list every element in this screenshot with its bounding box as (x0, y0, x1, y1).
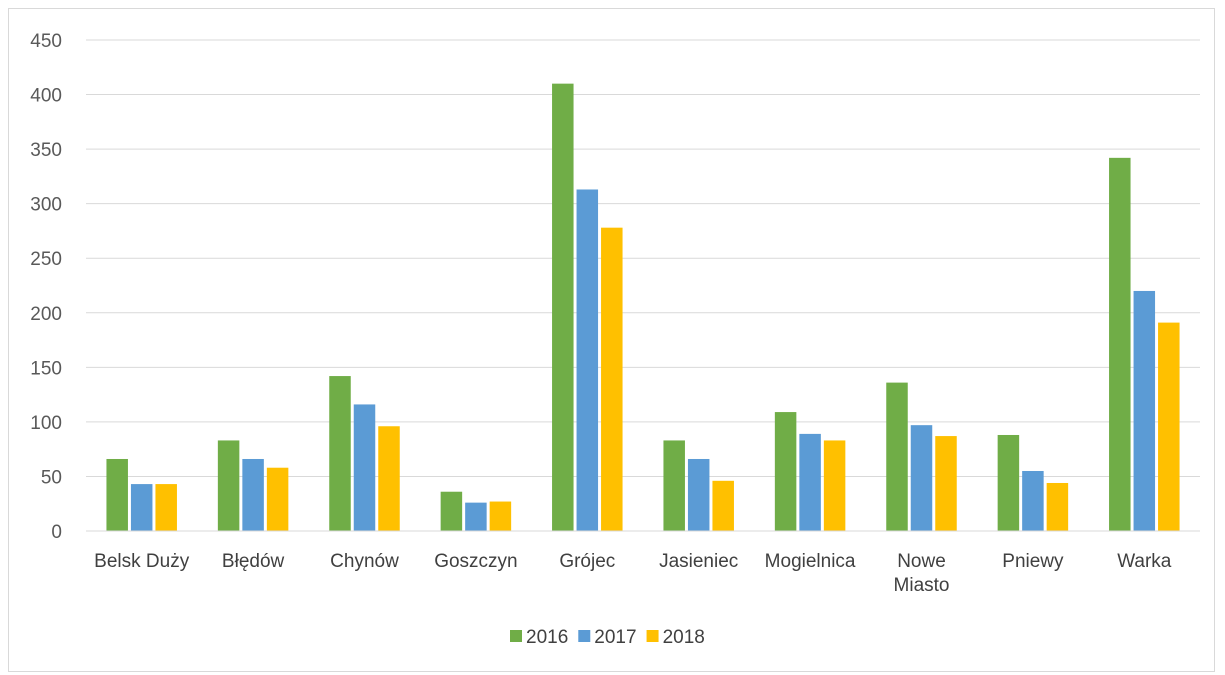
legend-label-2018: 2018 (663, 627, 705, 648)
bar-2018-0 (155, 484, 177, 531)
bar-2018-5 (712, 480, 734, 531)
bar-2016-8 (997, 434, 1020, 531)
x-category-label: Nowe Miasto (894, 551, 950, 596)
bar-2017-8 (1022, 470, 1044, 531)
bar-2016-4 (552, 83, 574, 532)
bar-2017-4 (576, 189, 599, 531)
bar-2018-1 (266, 467, 289, 531)
x-category-label: Belsk Duży (94, 551, 190, 572)
bar-2017-5 (687, 458, 710, 531)
bar-2017-2 (353, 404, 376, 531)
x-category-label: Goszczyn (434, 551, 517, 572)
bar-2016-7 (886, 382, 908, 531)
legend-swatch-2016 (510, 630, 522, 642)
y-tick-label: 100 (30, 413, 62, 434)
y-tick-label: 0 (51, 522, 62, 543)
legend-swatch-2017 (578, 630, 591, 642)
bar-2016-1 (217, 440, 240, 531)
x-category-label: Mogielnica (765, 551, 856, 572)
x-category-label: Grójec (559, 551, 615, 572)
y-axis-ticks: 0 50 100 150 200 250 300 350 400 450 (30, 31, 62, 543)
y-tick-label: 250 (30, 249, 62, 270)
bar-2018-4 (601, 227, 623, 531)
bar-2017-0 (130, 484, 153, 531)
x-category-label: Pniewy (1002, 551, 1064, 572)
legend-label-2016: 2016 (526, 627, 568, 648)
legend-swatch-2018 (646, 630, 659, 642)
bar-2018-7 (935, 436, 957, 531)
y-tick-label: 200 (30, 304, 62, 325)
legend: 2016 2017 2018 (510, 627, 705, 648)
bar-2018-8 (1046, 482, 1069, 531)
bar-2016-3 (440, 491, 463, 531)
bar-2017-3 (465, 502, 487, 531)
y-tick-label: 350 (30, 140, 62, 161)
y-tick-label: 450 (30, 31, 62, 52)
x-category-label: Chynów (330, 551, 399, 572)
x-axis-labels: Belsk Duży Błędów Chynów Goszczyn Grójec Jasi… (94, 551, 1172, 596)
bar-2017-6 (799, 433, 821, 531)
bar-2018-6 (823, 440, 846, 531)
legend-label-2017: 2017 (594, 627, 636, 648)
bar-2017-9 (1133, 290, 1156, 531)
bar-2016-6 (774, 412, 797, 531)
bar-2017-7 (910, 425, 933, 531)
bar-2018-9 (1158, 322, 1180, 531)
y-tick-label: 300 (30, 195, 62, 216)
x-category-label: Jasieniec (659, 551, 738, 572)
x-category-label: Błędów (222, 551, 285, 572)
bar-2018-2 (378, 426, 400, 531)
x-category-label: Warka (1117, 551, 1172, 572)
bar-2016-0 (106, 458, 128, 531)
y-tick-label: 150 (30, 358, 62, 379)
bars (106, 83, 1180, 532)
gridlines (86, 39, 1200, 477)
bar-2016-9 (1109, 157, 1131, 531)
bar-2016-2 (329, 376, 351, 531)
bar-2016-5 (663, 440, 685, 531)
bar-2018-3 (489, 501, 512, 531)
y-tick-label: 50 (41, 467, 62, 488)
y-tick-label: 400 (30, 86, 62, 107)
bar-2017-1 (242, 458, 264, 531)
